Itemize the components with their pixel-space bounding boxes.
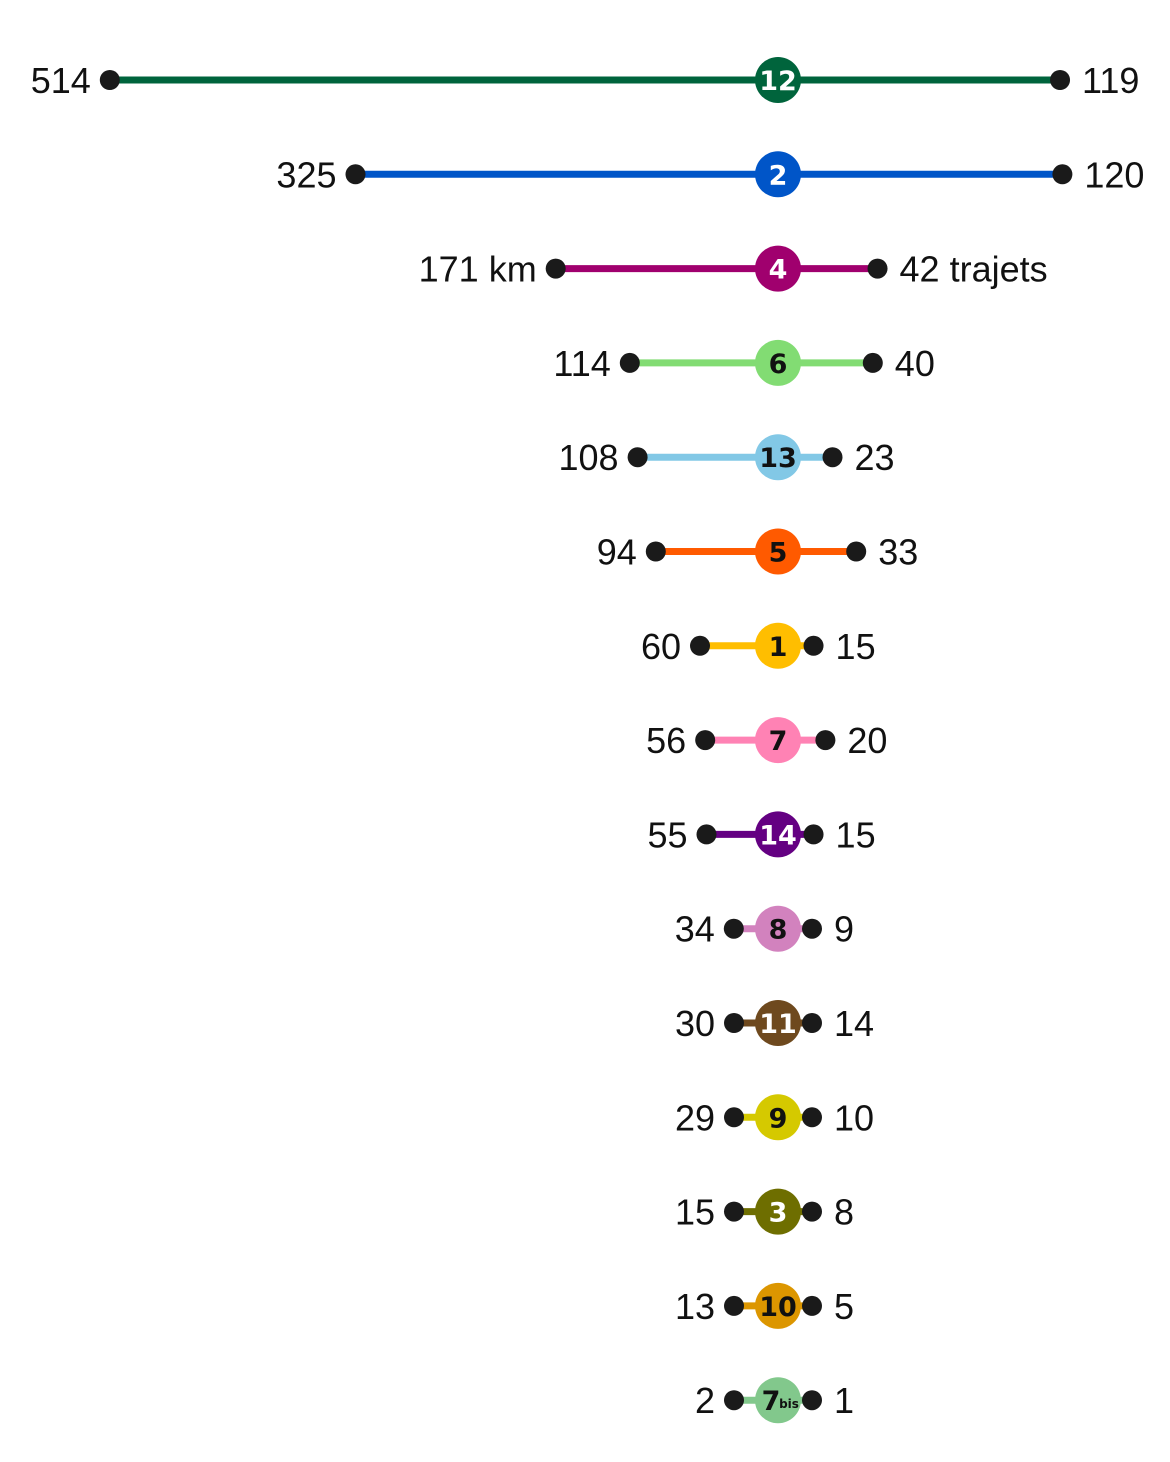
left-value-label: 15 xyxy=(675,1192,715,1233)
right-dot xyxy=(802,1201,822,1222)
line-badge-circle xyxy=(755,245,801,292)
right-dot xyxy=(802,1390,822,1411)
line-number: 10 xyxy=(759,1292,797,1323)
left-dot xyxy=(724,1295,744,1316)
left-value-label: 56 xyxy=(646,720,686,761)
right-dot xyxy=(803,635,824,656)
left-value-label: 60 xyxy=(641,626,681,667)
left-dot xyxy=(724,1201,744,1222)
right-dot xyxy=(802,918,822,939)
line-badge-circle xyxy=(755,339,801,386)
right-value-label: 42 trajets xyxy=(900,249,1048,290)
right-dot xyxy=(815,730,836,751)
left-value-label: 514 xyxy=(31,60,91,101)
left-value-label: 114 xyxy=(553,343,610,384)
left-dot xyxy=(724,1107,744,1128)
right-value-label: 40 xyxy=(895,343,935,384)
left-value-label: 2 xyxy=(695,1380,715,1421)
right-value-label: 10 xyxy=(834,1097,874,1138)
left-dot xyxy=(696,824,717,845)
left-dot xyxy=(619,352,640,373)
line-badge-circle xyxy=(755,1000,801,1046)
left-dot xyxy=(723,918,744,939)
right-value-label: 23 xyxy=(855,437,895,478)
line-number: 11 xyxy=(759,1009,797,1040)
left-dot xyxy=(345,164,366,185)
line-badge-circle xyxy=(755,717,801,764)
right-dot xyxy=(802,1107,822,1128)
left-value-label: 171 km xyxy=(419,249,537,290)
left-dot xyxy=(99,70,120,90)
left-dot xyxy=(545,258,566,279)
line-number: 13 xyxy=(759,443,797,474)
line-badge-circle xyxy=(755,1188,801,1235)
left-value-label: 29 xyxy=(675,1097,715,1138)
right-dot xyxy=(802,1013,822,1033)
right-value-label: 15 xyxy=(836,814,876,855)
right-value-label: 119 xyxy=(1082,60,1139,101)
right-dot xyxy=(803,824,824,845)
line-badge-circle xyxy=(755,905,801,952)
right-value-label: 8 xyxy=(834,1192,854,1233)
line-badge-circle xyxy=(755,434,801,481)
left-value-label: 108 xyxy=(559,437,619,478)
left-dot xyxy=(645,541,666,562)
line-number: 8 xyxy=(769,915,788,946)
right-value-label: 20 xyxy=(847,720,887,761)
line-badge-circle xyxy=(755,57,801,103)
left-dot xyxy=(627,447,648,468)
line-badge-circle xyxy=(755,1282,801,1329)
line-number: 14 xyxy=(759,820,797,851)
line-badge-circle xyxy=(755,1377,801,1424)
line-badge-circle xyxy=(755,528,801,575)
right-value-label: 120 xyxy=(1084,154,1144,195)
line-number: 2 xyxy=(769,160,788,191)
right-value-label: 9 xyxy=(834,909,854,950)
left-value-label: 13 xyxy=(675,1286,715,1327)
line-number: 7 xyxy=(762,1386,781,1417)
right-value-label: 5 xyxy=(834,1286,854,1327)
left-dot xyxy=(724,1013,744,1033)
right-value-label: 15 xyxy=(836,626,876,667)
line-badge-circle xyxy=(755,811,801,858)
left-value-label: 94 xyxy=(597,532,637,573)
right-dot xyxy=(1052,164,1073,185)
left-value-label: 325 xyxy=(276,154,336,195)
right-dot xyxy=(1050,70,1071,90)
line-number: 9 xyxy=(769,1103,788,1134)
line-badge-circle xyxy=(755,1094,801,1141)
line-badge-circle xyxy=(755,622,801,669)
right-dot xyxy=(802,1295,822,1316)
line-number: 3 xyxy=(769,1198,788,1229)
left-dot xyxy=(690,635,710,656)
line-number: 12 xyxy=(759,66,797,97)
line-badge-circle xyxy=(755,151,801,198)
left-dot xyxy=(724,1390,744,1411)
left-value-label: 30 xyxy=(675,1003,715,1044)
line-suffix: bis xyxy=(779,1397,799,1411)
line-number: 4 xyxy=(769,255,788,286)
line-number: 1 xyxy=(769,632,788,663)
right-value-label: 33 xyxy=(878,532,918,573)
right-dot xyxy=(846,541,867,562)
left-dot xyxy=(695,730,716,751)
line-number: 7 xyxy=(769,726,788,757)
line-number: 6 xyxy=(769,349,788,380)
line-number: 5 xyxy=(769,538,788,569)
left-value-label: 34 xyxy=(675,909,715,950)
left-value-label: 55 xyxy=(647,814,687,855)
right-value-label: 14 xyxy=(834,1003,874,1044)
right-dot xyxy=(822,447,843,468)
right-dot xyxy=(862,352,883,373)
right-dot xyxy=(867,258,888,279)
right-value-label: 1 xyxy=(834,1380,854,1421)
